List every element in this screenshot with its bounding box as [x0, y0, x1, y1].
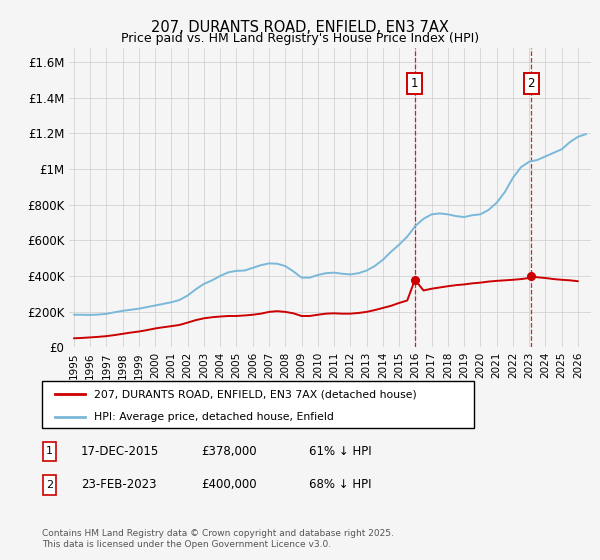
Text: 2: 2 — [527, 77, 535, 90]
Text: 207, DURANTS ROAD, ENFIELD, EN3 7AX (detached house): 207, DURANTS ROAD, ENFIELD, EN3 7AX (det… — [94, 389, 416, 399]
Text: 1: 1 — [46, 446, 53, 456]
Text: Contains HM Land Registry data © Crown copyright and database right 2025.
This d: Contains HM Land Registry data © Crown c… — [42, 529, 394, 549]
Text: 17-DEC-2015: 17-DEC-2015 — [81, 445, 159, 458]
Text: Price paid vs. HM Land Registry's House Price Index (HPI): Price paid vs. HM Land Registry's House … — [121, 32, 479, 45]
Text: 61% ↓ HPI: 61% ↓ HPI — [309, 445, 371, 458]
Text: 68% ↓ HPI: 68% ↓ HPI — [309, 478, 371, 492]
Text: HPI: Average price, detached house, Enfield: HPI: Average price, detached house, Enfi… — [94, 412, 334, 422]
Text: 2: 2 — [46, 480, 53, 490]
FancyBboxPatch shape — [43, 442, 56, 461]
Text: 207, DURANTS ROAD, ENFIELD, EN3 7AX: 207, DURANTS ROAD, ENFIELD, EN3 7AX — [151, 20, 449, 35]
Text: 23-FEB-2023: 23-FEB-2023 — [81, 478, 157, 492]
FancyBboxPatch shape — [42, 381, 474, 428]
Text: 1: 1 — [411, 77, 419, 90]
Text: £400,000: £400,000 — [201, 478, 257, 492]
Text: £378,000: £378,000 — [201, 445, 257, 458]
FancyBboxPatch shape — [43, 475, 56, 494]
